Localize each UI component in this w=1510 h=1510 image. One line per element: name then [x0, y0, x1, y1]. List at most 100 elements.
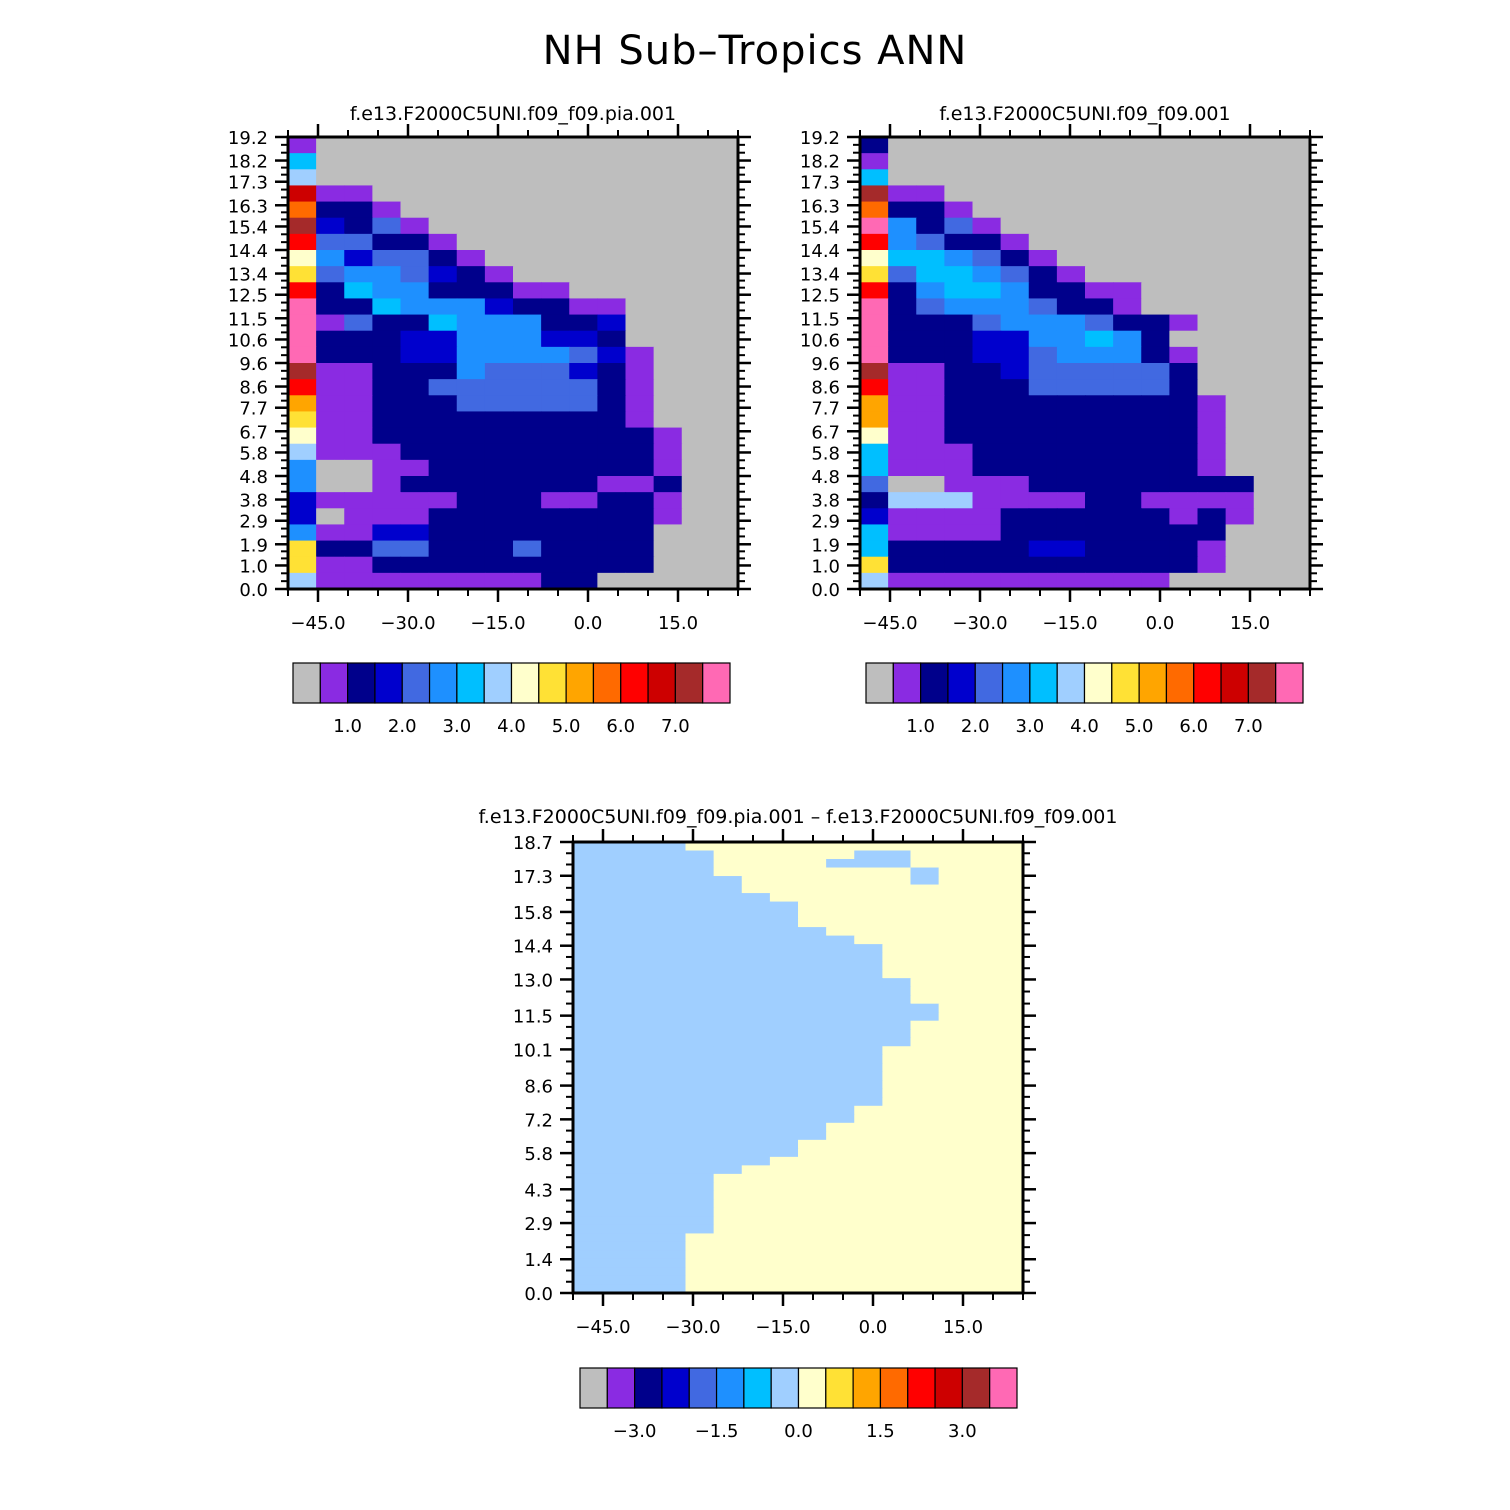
heatmap-cell	[938, 1148, 968, 1158]
heatmap-cell	[713, 1020, 743, 1030]
heatmap-cell	[657, 1284, 687, 1294]
heatmap-cell	[657, 1029, 687, 1039]
heatmap-cell	[944, 250, 974, 267]
heatmap-cell	[741, 935, 771, 945]
heatmap-cell	[741, 1020, 771, 1030]
heatmap-cell	[713, 1190, 743, 1200]
heatmap-cell	[741, 1267, 771, 1277]
heatmap-cell	[601, 1241, 630, 1252]
heatmap-cell	[372, 169, 402, 187]
heatmap-cell	[826, 1190, 855, 1200]
heatmap-cell	[456, 540, 486, 558]
heatmap-cell	[910, 1250, 940, 1260]
colorbar-swatch	[743, 1367, 772, 1409]
heatmap-cell	[428, 298, 458, 316]
heatmap-cell	[972, 379, 1002, 396]
heatmap-cell	[1085, 346, 1114, 364]
heatmap-cell	[944, 395, 974, 413]
heatmap-cell	[513, 346, 542, 364]
heatmap-cell	[372, 524, 402, 542]
heatmap-cell	[1253, 492, 1283, 509]
heatmap-cell	[428, 250, 458, 267]
heatmap-cell	[653, 492, 683, 509]
heatmap-cell	[713, 1037, 743, 1047]
heatmap-cell	[910, 1046, 940, 1056]
heatmap-cell	[681, 556, 711, 574]
heatmap-cell	[573, 1020, 602, 1030]
heatmap-cell	[541, 411, 570, 429]
heatmap-cell	[681, 314, 711, 332]
heatmap-cell	[972, 153, 1002, 170]
heatmap-cell	[456, 492, 486, 509]
heatmap-cell	[316, 137, 345, 154]
x-tick-label: −45.0	[575, 1317, 630, 1338]
heatmap-cell	[994, 867, 1024, 877]
colorbar-swatch	[865, 662, 894, 704]
heatmap-cell	[657, 1275, 687, 1286]
heatmap-cell	[372, 572, 402, 590]
heatmap-cell	[1028, 492, 1058, 509]
heatmap-cell	[1000, 395, 1030, 413]
heatmap-cell	[1000, 233, 1030, 251]
heatmap-cell	[709, 298, 739, 316]
heatmap-cell	[972, 330, 1002, 348]
colorbar-label: 6.0	[1179, 716, 1208, 737]
colorbar-swatch	[879, 1367, 909, 1409]
heatmap-cell	[713, 952, 743, 962]
heatmap-cell	[1281, 508, 1311, 526]
heatmap-cell	[882, 1182, 912, 1192]
heatmap-cell	[966, 927, 996, 937]
heatmap-cell	[966, 1267, 996, 1277]
heatmap-cell	[854, 910, 883, 920]
heatmap-cell	[625, 556, 655, 574]
heatmap-cell	[428, 427, 458, 445]
heatmap-cell	[484, 201, 514, 219]
heatmap-cell	[316, 411, 345, 429]
heatmap-cell	[994, 901, 1024, 911]
heatmap-cell	[400, 443, 430, 461]
heatmap-cell	[1141, 185, 1170, 203]
heatmap-cell	[569, 233, 598, 251]
heatmap-cell	[798, 1131, 827, 1141]
y-tick-label: 2.9	[524, 1214, 553, 1235]
heatmap-cell	[1253, 572, 1283, 590]
heatmap-cell	[629, 1233, 658, 1243]
heatmap-cell	[741, 1250, 771, 1260]
heatmap-cell	[288, 427, 317, 445]
heatmap-cell	[944, 217, 974, 235]
heatmap-cell	[798, 1241, 827, 1252]
heatmap-cell	[372, 346, 402, 364]
heatmap-cell	[1281, 346, 1311, 364]
heatmap-cell	[972, 282, 1002, 300]
y-tick-label: 15.8	[513, 903, 553, 924]
heatmap-cell	[601, 1131, 630, 1141]
heatmap-cell	[428, 556, 458, 574]
heatmap-cell	[1253, 363, 1283, 380]
heatmap-cell	[972, 427, 1002, 445]
colorbar-swatch	[974, 662, 1004, 704]
heatmap-cell	[1225, 395, 1255, 413]
heatmap-cell	[854, 1114, 883, 1124]
heatmap-cell	[854, 1139, 883, 1149]
heatmap-cell	[938, 1012, 968, 1022]
heatmap-cell	[400, 363, 430, 380]
y-tick-label: 3.8	[811, 491, 840, 512]
heatmap-cell	[798, 1182, 827, 1192]
heatmap-cell	[798, 1071, 827, 1081]
heatmap-cell	[1253, 153, 1283, 170]
heatmap-cell	[741, 1275, 771, 1286]
heatmap-cell	[1141, 217, 1170, 235]
heatmap-cell	[769, 1037, 799, 1047]
heatmap-cell	[826, 918, 855, 928]
heatmap-cell	[484, 363, 514, 380]
heatmap-cell	[456, 233, 486, 251]
heatmap-cell	[1113, 508, 1142, 526]
heatmap-cell	[994, 1063, 1024, 1073]
heatmap-cell	[657, 1105, 687, 1115]
heatmap-cell	[569, 395, 598, 413]
heatmap-cell	[826, 961, 855, 971]
panel-title: f.e13.F2000C5UNI.f09_f09.001	[939, 103, 1230, 125]
heatmap-cell	[938, 1233, 968, 1243]
heatmap-cell	[854, 1182, 883, 1192]
heatmap-cell	[769, 842, 799, 852]
